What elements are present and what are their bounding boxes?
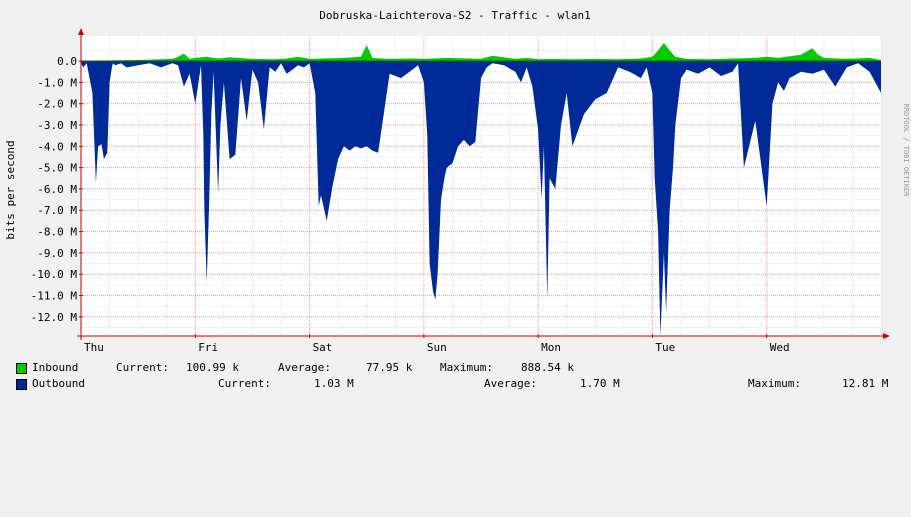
plot-area: 0.0 -1.0 M -2.0 M -3.0 M -4.0 M -5.0 M -6.0 M -… bbox=[31, 28, 890, 354]
x-axis-arrow bbox=[883, 333, 890, 339]
inbound-average-label: Average: bbox=[278, 361, 331, 374]
outbound-maximum-label: Maximum: bbox=[748, 377, 801, 390]
inbound-maximum-value: 888.54 k bbox=[521, 361, 574, 374]
x-tick-label: Wed bbox=[770, 341, 790, 354]
x-tick-label: Sat bbox=[313, 341, 333, 354]
x-tick-label: Thu bbox=[84, 341, 104, 354]
inbound-label: Inbound bbox=[32, 361, 79, 374]
traffic-chart: Dobruska-Laichterova-S2 - Traffic - wlan… bbox=[4, 9, 910, 354]
y-tick-label: -9.0 M bbox=[37, 247, 77, 260]
inbound-swatch bbox=[16, 363, 27, 374]
rrd-graph: Dobruska-Laichterova-S2 - Traffic - wlan… bbox=[4, 9, 910, 391]
y-tick-label: -7.0 M bbox=[37, 204, 77, 217]
y-tick-label: -5.0 M bbox=[37, 162, 77, 175]
y-tick-label: -6.0 M bbox=[37, 183, 77, 196]
x-tick-label: Tue bbox=[655, 341, 675, 354]
outbound-average-value: 1.70 M bbox=[580, 377, 620, 390]
legend-inbound: Inbound Current: 100.99 k Average: 77.95… bbox=[16, 361, 574, 375]
outbound-current-value: 1.03 M bbox=[314, 377, 354, 390]
outbound-swatch bbox=[16, 379, 27, 390]
chart-title: Dobruska-Laichterova-S2 - Traffic - wlan… bbox=[319, 9, 591, 22]
x-tick-label: Mon bbox=[541, 341, 561, 354]
outbound-current-label: Current: bbox=[218, 377, 271, 390]
y-tick-label: -4.0 M bbox=[37, 140, 77, 153]
inbound-current-label: Current: bbox=[116, 361, 169, 374]
y-tick-label: 0.0 bbox=[57, 55, 77, 68]
x-tick-label: Fri bbox=[198, 341, 218, 354]
y-tick-label: -1.0 M bbox=[37, 76, 77, 89]
rrdtool-watermark: RRDTOOL / TOBI OETIKER bbox=[902, 104, 910, 198]
outbound-average-label: Average: bbox=[484, 377, 537, 390]
legend-outbound: Outbound Current: 1.03 M Average: 1.70 M… bbox=[16, 377, 888, 391]
x-tick-label: Sun bbox=[427, 341, 447, 354]
y-tick-label: -12.0 M bbox=[31, 311, 78, 324]
outbound-maximum-value: 12.81 M bbox=[842, 377, 889, 390]
y-axis-arrow bbox=[78, 28, 84, 35]
y-axis-label: bits per second bbox=[4, 140, 17, 239]
inbound-maximum-label: Maximum: bbox=[440, 361, 493, 374]
y-tick-label: -8.0 M bbox=[37, 226, 77, 239]
y-tick-label: -10.0 M bbox=[31, 268, 78, 281]
outbound-label: Outbound bbox=[32, 377, 85, 390]
y-tick-label: -2.0 M bbox=[37, 98, 77, 111]
series-area-inbound bbox=[81, 42, 881, 62]
inbound-average-value: 77.95 k bbox=[366, 361, 413, 374]
inbound-current-value: 100.99 k bbox=[186, 361, 239, 374]
y-tick-label: -11.0 M bbox=[31, 290, 78, 303]
y-tick-label: -3.0 M bbox=[37, 119, 77, 132]
